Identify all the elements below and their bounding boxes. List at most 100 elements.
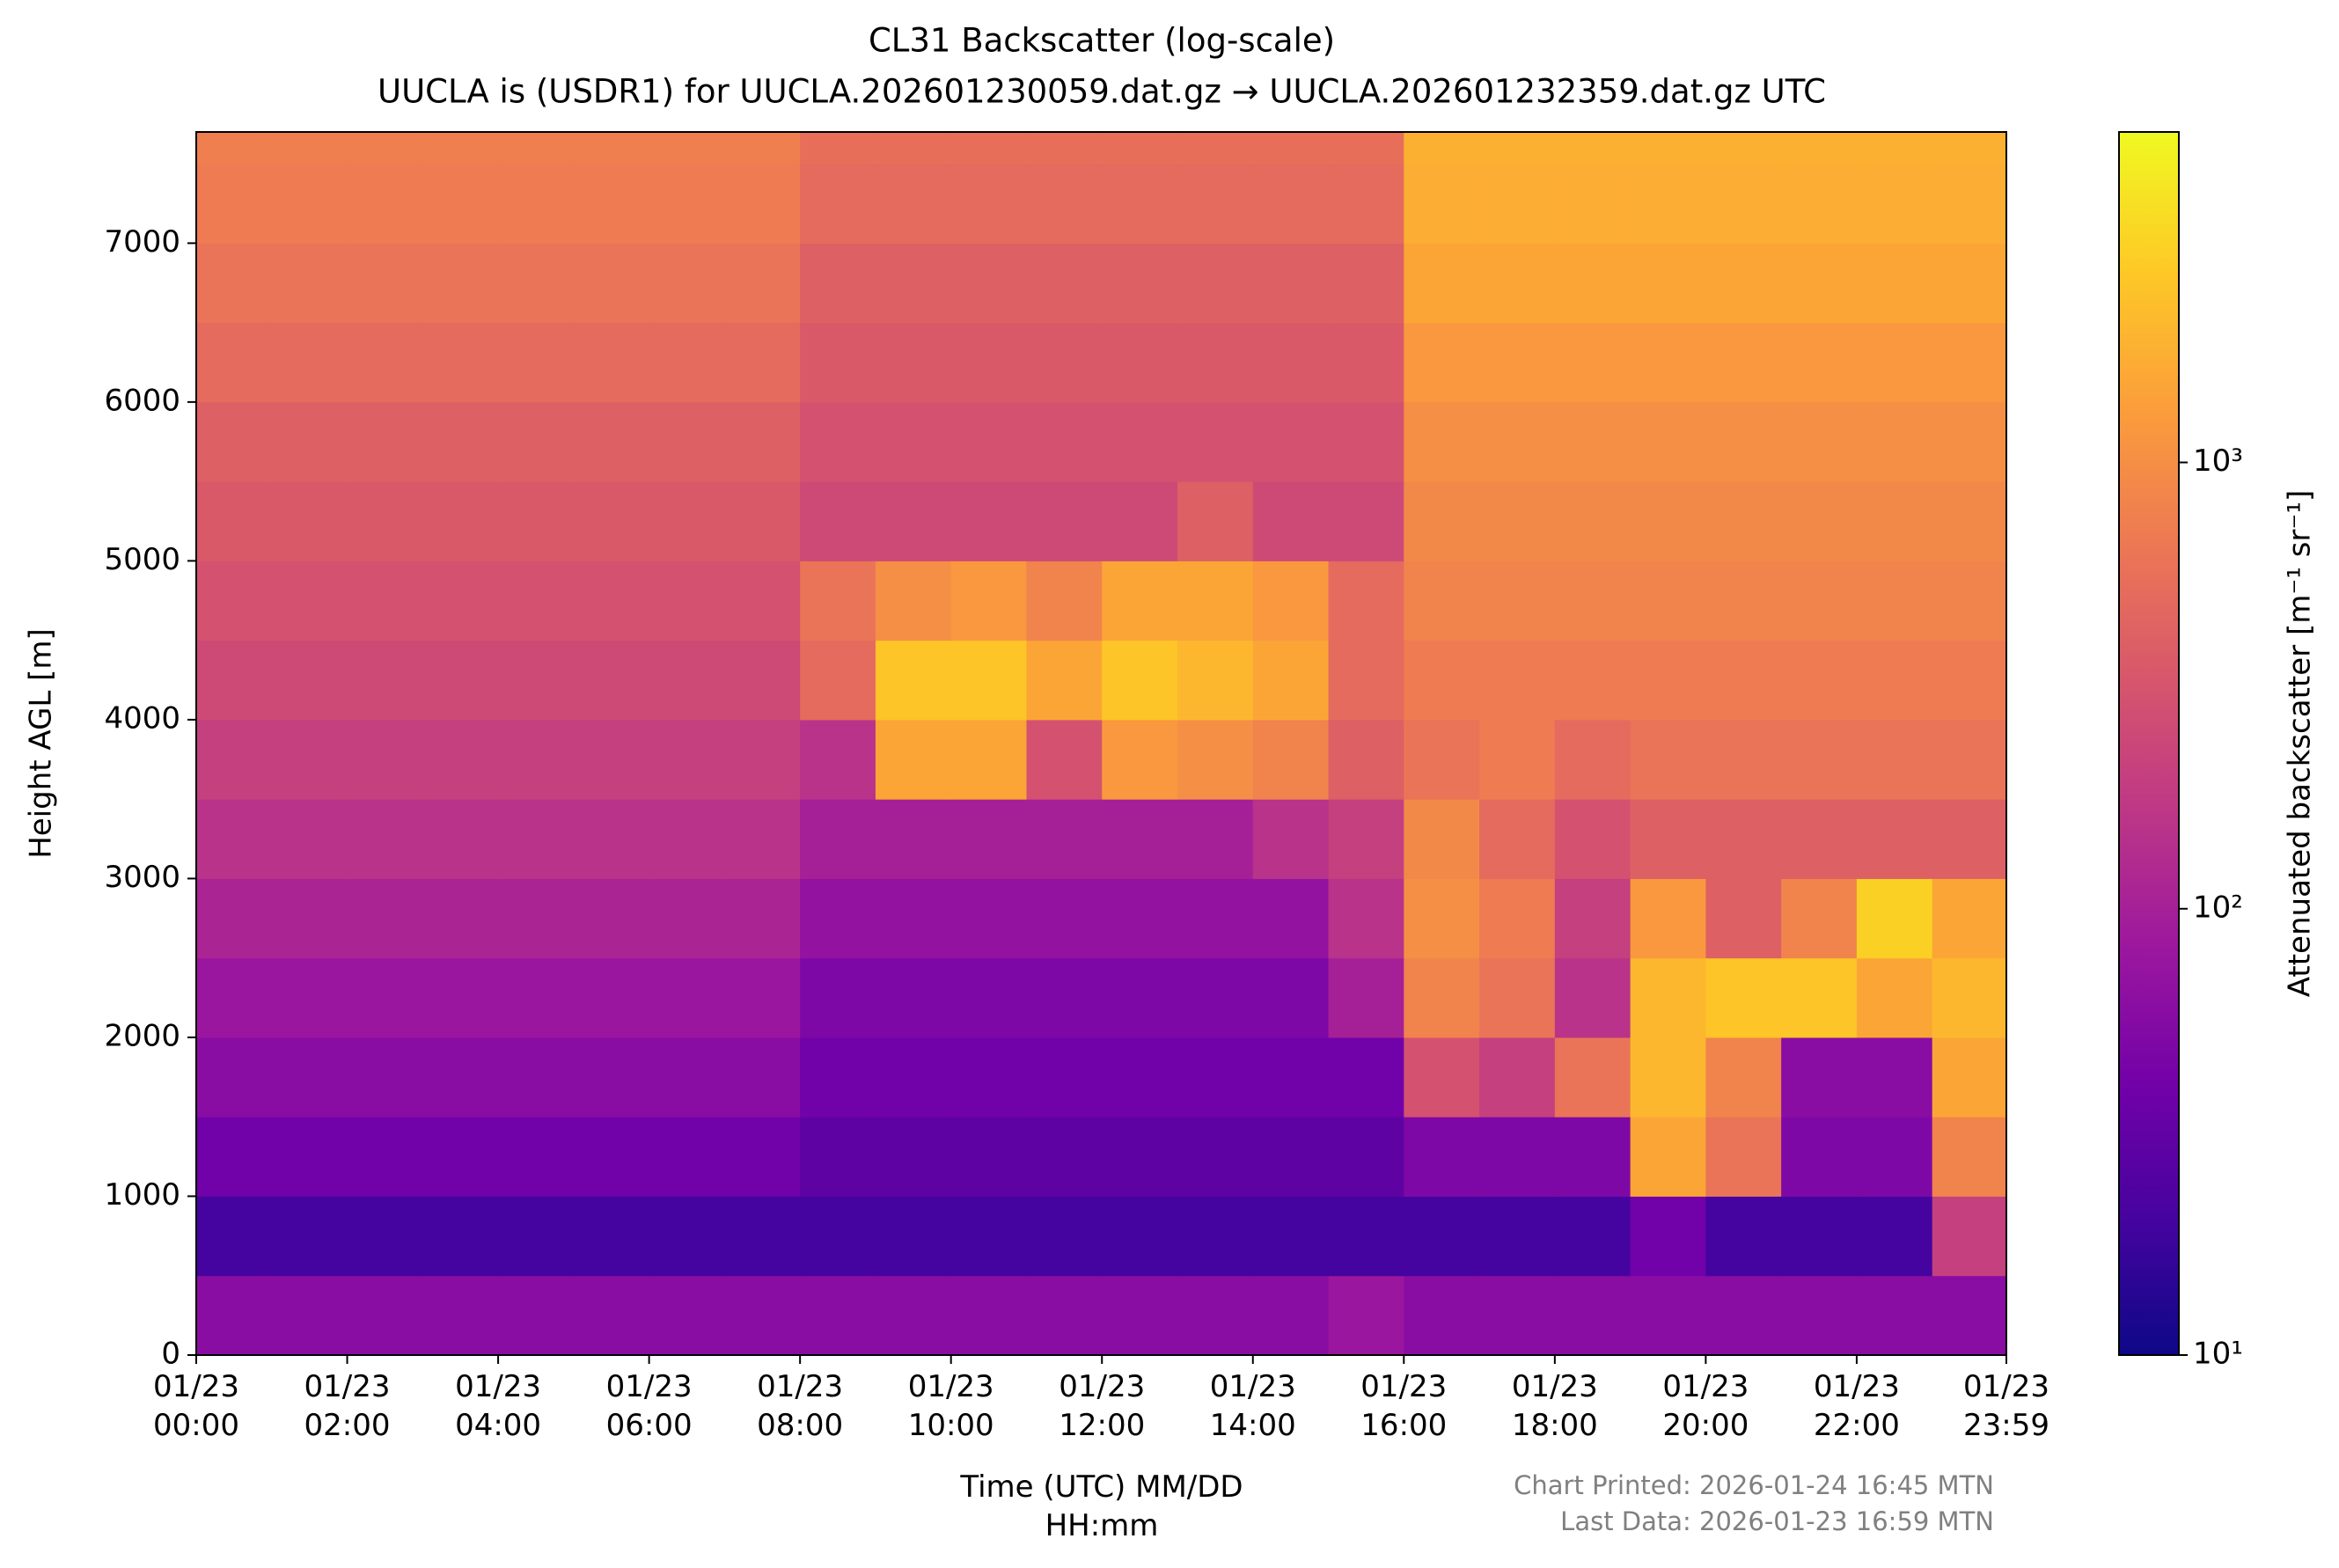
heatmap-cell xyxy=(1554,1196,1631,1277)
heatmap-cell xyxy=(1328,132,1404,165)
heatmap-cell xyxy=(347,401,423,482)
heatmap-cell xyxy=(1102,957,1178,1038)
heatmap-cell xyxy=(1856,164,1933,244)
heatmap-cell xyxy=(1554,1037,1631,1117)
heatmap-cell xyxy=(271,1117,348,1197)
heatmap-cell xyxy=(1479,561,1556,641)
heatmap-cell xyxy=(1932,243,2006,324)
heatmap-cell xyxy=(1856,1196,1933,1277)
heatmap-cell xyxy=(724,481,801,561)
heatmap-cell xyxy=(573,481,650,561)
heatmap-cell xyxy=(271,719,348,800)
heatmap-cell xyxy=(1252,1275,1330,1355)
heatmap-cell xyxy=(1705,322,1782,403)
heatmap-cell xyxy=(422,243,499,324)
heatmap-cell xyxy=(1026,1117,1103,1197)
heatmap-cell xyxy=(1856,243,1933,324)
x-tick-label: 01/23 10:00 xyxy=(907,1369,994,1443)
heatmap-cell xyxy=(649,1037,725,1117)
heatmap-cell xyxy=(1932,1117,2006,1197)
heatmap-cell xyxy=(1781,164,1858,244)
heatmap-cell xyxy=(875,243,952,324)
y-tick-label: 0 xyxy=(161,1337,180,1372)
chart-title: CL31 Backscatter (log-scale) xyxy=(869,22,1335,60)
heatmap-cell xyxy=(875,481,952,561)
heatmap-cell xyxy=(1404,561,1480,641)
heatmap-cell xyxy=(724,132,801,165)
heatmap-cell xyxy=(1252,799,1330,879)
heatmap-cell xyxy=(1404,164,1480,244)
heatmap-cell xyxy=(1705,481,1782,561)
heatmap-cell xyxy=(1252,322,1330,403)
heatmap-cell xyxy=(422,640,499,721)
y-axis-label: Height AGL [m] xyxy=(24,628,59,859)
heatmap-cell xyxy=(1026,1196,1103,1277)
heatmap-cell xyxy=(875,1275,952,1355)
heatmap-cell xyxy=(875,1117,952,1197)
heatmap-cell xyxy=(1554,132,1631,165)
heatmap-cell xyxy=(347,1117,423,1197)
heatmap-cell xyxy=(271,957,348,1038)
heatmap-cell xyxy=(347,561,423,641)
heatmap-cell xyxy=(649,640,725,721)
heatmap-cell xyxy=(1102,1037,1178,1117)
x-tick-label: 01/23 16:00 xyxy=(1360,1369,1448,1443)
heatmap-cell xyxy=(724,640,801,721)
heatmap-cell xyxy=(422,481,499,561)
heatmap-cell xyxy=(1026,1037,1103,1117)
heatmap-cell xyxy=(1479,1117,1556,1197)
footer-last-data: Last Data: 2026-01-23 16:59 MTN xyxy=(1560,1506,1994,1536)
heatmap-cell xyxy=(1479,957,1556,1038)
heatmap-cell xyxy=(1705,132,1782,165)
heatmap-cell xyxy=(271,164,348,244)
heatmap-cell xyxy=(1404,132,1480,165)
heatmap-cell xyxy=(649,561,725,641)
heatmap-cell xyxy=(1932,481,2006,561)
heatmap-cell xyxy=(1479,1196,1556,1277)
heatmap-cell xyxy=(196,1275,273,1355)
heatmap-cell xyxy=(1554,322,1631,403)
heatmap-cell xyxy=(1705,561,1782,641)
heatmap-cell xyxy=(1630,878,1706,959)
heatmap-cell xyxy=(498,164,575,244)
heatmap-cell xyxy=(1404,1196,1480,1277)
heatmap-cell xyxy=(800,243,876,324)
heatmap-cell xyxy=(271,243,348,324)
heatmap-cell xyxy=(1479,164,1556,244)
heatmap-cell xyxy=(724,957,801,1038)
heatmap-cell xyxy=(196,799,273,879)
heatmap-cell xyxy=(1102,401,1178,482)
heatmap-cell xyxy=(271,561,348,641)
heatmap-cell xyxy=(649,243,725,324)
heatmap-cell xyxy=(271,132,348,165)
heatmap-cell xyxy=(649,164,725,244)
heatmap-cell xyxy=(724,561,801,641)
heatmap-cell xyxy=(1102,1196,1178,1277)
heatmap-cell xyxy=(1479,719,1556,800)
heatmap-cell xyxy=(196,878,273,959)
heatmap-cell xyxy=(1328,481,1404,561)
heatmap-cell xyxy=(950,957,1027,1038)
x-tick-label: 01/23 08:00 xyxy=(757,1369,844,1443)
heatmap-cell xyxy=(1932,401,2006,482)
heatmap-cell xyxy=(1630,1117,1706,1197)
heatmap-cell xyxy=(950,322,1027,403)
heatmap-cell xyxy=(950,640,1027,721)
heatmap-cell xyxy=(1856,799,1933,879)
heatmap-cell xyxy=(649,481,725,561)
heatmap-cell xyxy=(1630,561,1706,641)
heatmap-cell xyxy=(1252,561,1330,641)
heatmap-cell xyxy=(1404,243,1480,324)
heatmap-cell xyxy=(1102,481,1178,561)
heatmap-cell xyxy=(1554,1275,1631,1355)
heatmap-cell xyxy=(724,799,801,879)
heatmap-cell xyxy=(1102,640,1178,721)
heatmap-cell xyxy=(422,878,499,959)
x-tick-label: 01/23 20:00 xyxy=(1662,1369,1749,1443)
heatmap-cell xyxy=(1781,401,1858,482)
heatmap-cell xyxy=(1479,878,1556,959)
heatmap-cell xyxy=(1177,1117,1254,1197)
heatmap-cell xyxy=(196,164,273,244)
heatmap-cell xyxy=(1102,719,1178,800)
